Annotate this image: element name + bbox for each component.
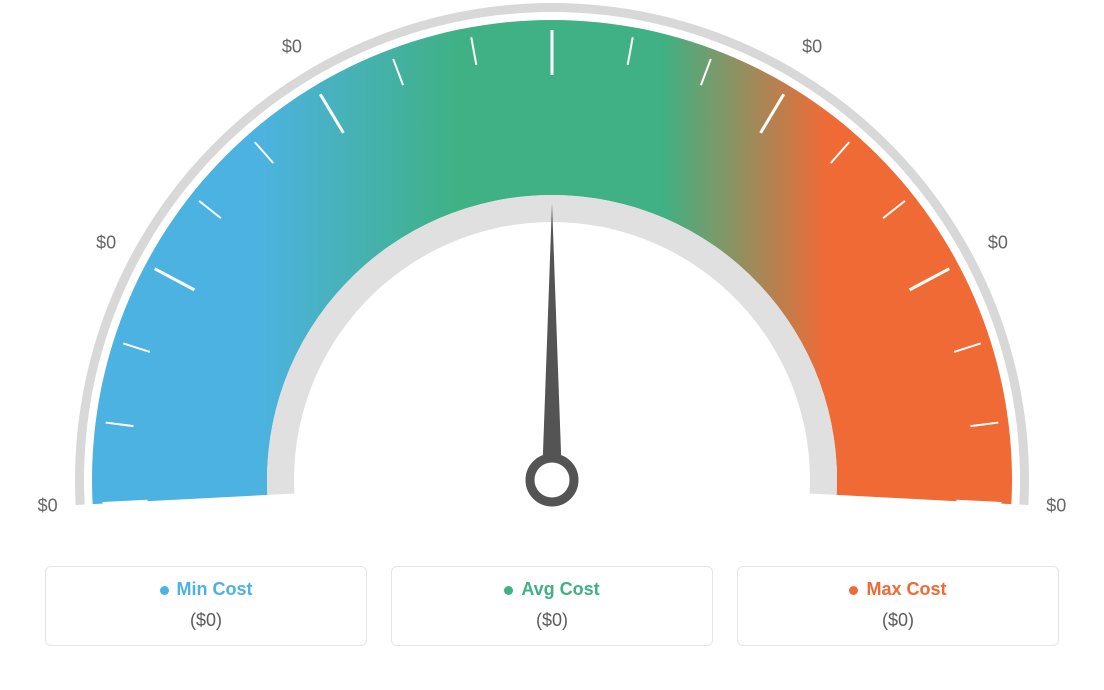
legend-text-avg: Avg Cost — [521, 579, 599, 599]
legend-value-avg: ($0) — [392, 610, 712, 631]
gauge-chart: $0$0$0$0$0$0$0 — [0, 0, 1104, 560]
legend-text-max: Max Cost — [866, 579, 946, 599]
legend-dot-avg — [504, 586, 513, 595]
gauge-tick-label: $0 — [1046, 496, 1066, 517]
legend-value-max: ($0) — [738, 610, 1058, 631]
gauge-tick-label: $0 — [802, 37, 822, 58]
gauge-svg — [0, 0, 1104, 560]
legend-dot-max — [849, 586, 858, 595]
legend-text-min: Min Cost — [177, 579, 253, 599]
legend-value-min: ($0) — [46, 610, 366, 631]
legend-dot-min — [160, 586, 169, 595]
legend-card-avg: Avg Cost ($0) — [391, 566, 713, 646]
legend-label-min: Min Cost — [46, 579, 366, 600]
legend-card-max: Max Cost ($0) — [737, 566, 1059, 646]
gauge-tick-label: $0 — [988, 232, 1008, 253]
legend-row: Min Cost ($0) Avg Cost ($0) Max Cost ($0… — [0, 566, 1104, 646]
gauge-tick-label: $0 — [38, 496, 58, 517]
legend-label-avg: Avg Cost — [392, 579, 712, 600]
gauge-tick-label: $0 — [96, 232, 116, 253]
gauge-tick-label: $0 — [282, 37, 302, 58]
legend-card-min: Min Cost ($0) — [45, 566, 367, 646]
legend-label-max: Max Cost — [738, 579, 1058, 600]
